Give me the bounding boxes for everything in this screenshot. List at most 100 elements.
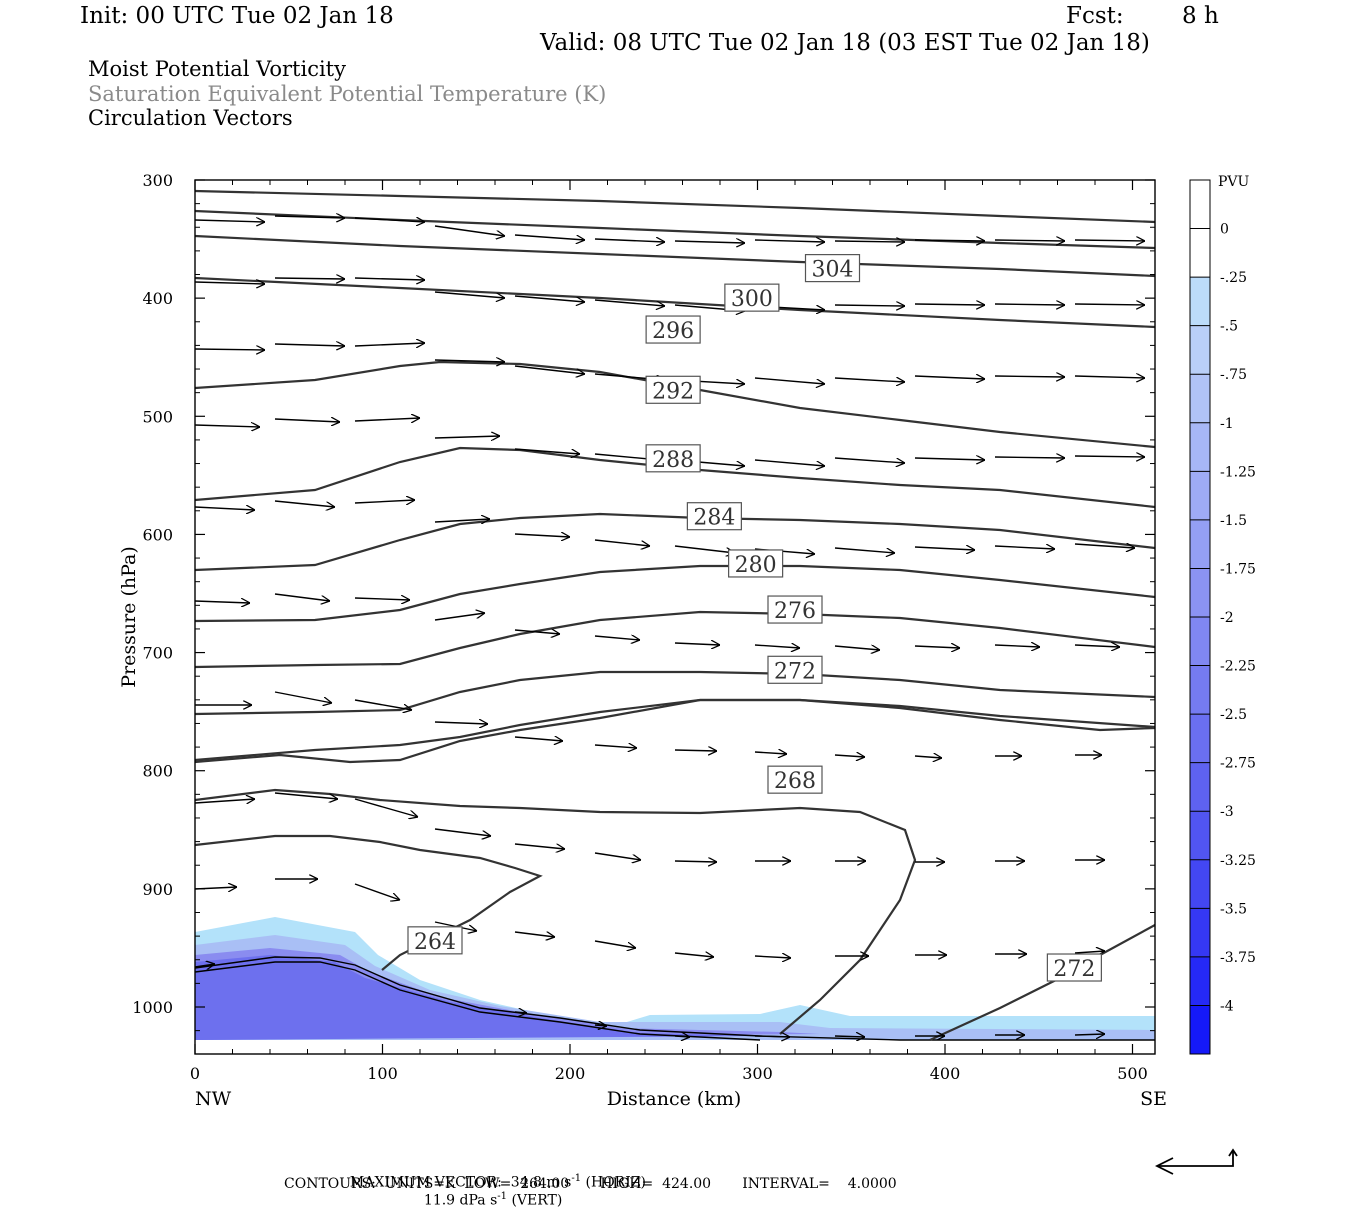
colorbar-swatch [1190, 811, 1210, 860]
colorbar-label: -3.5 [1220, 901, 1247, 917]
contour-label-text: 288 [652, 448, 694, 473]
vector [994, 304, 1065, 305]
title-mpv: Moist Potential Vorticity [88, 57, 346, 81]
vector [994, 240, 1065, 241]
vector [914, 240, 985, 241]
vector [1074, 951, 1105, 953]
title-theta-es: Saturation Equivalent Potential Temperat… [88, 82, 607, 106]
vector [434, 828, 491, 836]
vector [354, 218, 425, 222]
vector [914, 547, 975, 550]
vector [274, 216, 345, 218]
colorbar-label: -.25 [1220, 270, 1247, 286]
vector [194, 349, 265, 350]
vector [594, 299, 665, 306]
vector [514, 448, 580, 454]
colorbar-swatch [1190, 714, 1210, 763]
vector [674, 545, 735, 553]
vector [194, 507, 255, 510]
vector [514, 234, 585, 240]
x-tick-label: 400 [930, 1064, 961, 1083]
vector [674, 953, 714, 957]
vector [1074, 240, 1145, 241]
vector [834, 305, 905, 306]
y-tick-label: 300 [142, 171, 173, 190]
contour-label-text: 272 [774, 659, 816, 684]
colorbar-swatch [1190, 859, 1210, 909]
contour-label-box [767, 765, 823, 794]
contour [195, 788, 917, 1035]
vector [1074, 1034, 1105, 1035]
y-axis-title: Pressure (hPa) [118, 546, 140, 688]
vector [354, 798, 418, 817]
max-vector-vert-value: 11.9 dPa s [423, 1192, 498, 1208]
vector [594, 539, 650, 546]
vector [514, 534, 570, 537]
max-vector-horiz: (HORIZ) [585, 1174, 646, 1191]
vector [274, 419, 340, 422]
contour-label: 284 [686, 502, 742, 531]
vector [274, 593, 330, 601]
colorbar-swatch [1190, 762, 1210, 812]
vector [514, 931, 555, 937]
vector [1074, 456, 1145, 457]
vector [994, 645, 1040, 647]
y-tick-label: 600 [142, 525, 173, 544]
colorbar-label: -2.5 [1220, 707, 1247, 723]
vector [434, 225, 505, 236]
vector [514, 630, 560, 634]
vector [914, 646, 960, 648]
colorbar-swatch [1190, 1005, 1210, 1054]
vector [434, 291, 505, 298]
colorbar-swatch [1190, 374, 1210, 423]
vector [674, 643, 720, 645]
contour-label: 280 [728, 549, 784, 578]
x-tick-label: 0 [190, 1064, 200, 1083]
colorbar-label: -2.75 [1220, 756, 1256, 772]
vector [754, 1036, 790, 1037]
valid-time: Valid: 08 UTC Tue 02 Jan 18 (03 EST Tue … [540, 30, 1150, 56]
colorbar-label: -.75 [1220, 367, 1247, 383]
contour-label: 272 [1046, 953, 1102, 982]
plot-frame [194, 179, 1156, 1055]
x-end-label-left: NW [195, 1088, 232, 1110]
vector [754, 956, 791, 958]
vector [594, 852, 641, 860]
vector [594, 1025, 607, 1026]
contour-label: 276 [767, 595, 823, 624]
vector [834, 241, 905, 242]
pv-shading [195, 917, 1155, 1040]
max-vector-exp: -1 [571, 1173, 582, 1184]
x-tick-label: 200 [555, 1064, 586, 1083]
contour [195, 698, 1155, 762]
contour [195, 512, 1155, 572]
contour-label-box [767, 595, 823, 624]
contour-label: 300 [724, 283, 780, 312]
vector [594, 636, 640, 640]
colorbar-label: -3.25 [1220, 853, 1256, 869]
contour-label: 296 [645, 315, 701, 344]
contour-label-text: 272 [1053, 957, 1095, 982]
pv-shade-darkest [195, 955, 760, 1040]
vector [434, 360, 505, 362]
contour-label-text: 304 [812, 258, 854, 283]
vector [994, 457, 1065, 458]
contour-label-box [1046, 953, 1102, 982]
reference-vector [1154, 1148, 1238, 1175]
circulation-vectors [194, 216, 1145, 1037]
vector [274, 792, 338, 799]
vector [1074, 544, 1135, 548]
colorbar-label: -1.5 [1220, 513, 1247, 529]
vector [514, 843, 565, 849]
colorbar-label: -4 [1220, 998, 1234, 1014]
vector [274, 500, 335, 507]
y-tick-label: 1000 [132, 998, 173, 1017]
colorbar-units: PVU [1218, 174, 1250, 190]
vector [1074, 304, 1145, 305]
vector [274, 691, 332, 703]
x-tick-label: 300 [742, 1064, 773, 1083]
contour [195, 189, 1155, 224]
max-vector-vert: (VERT) [511, 1192, 563, 1208]
